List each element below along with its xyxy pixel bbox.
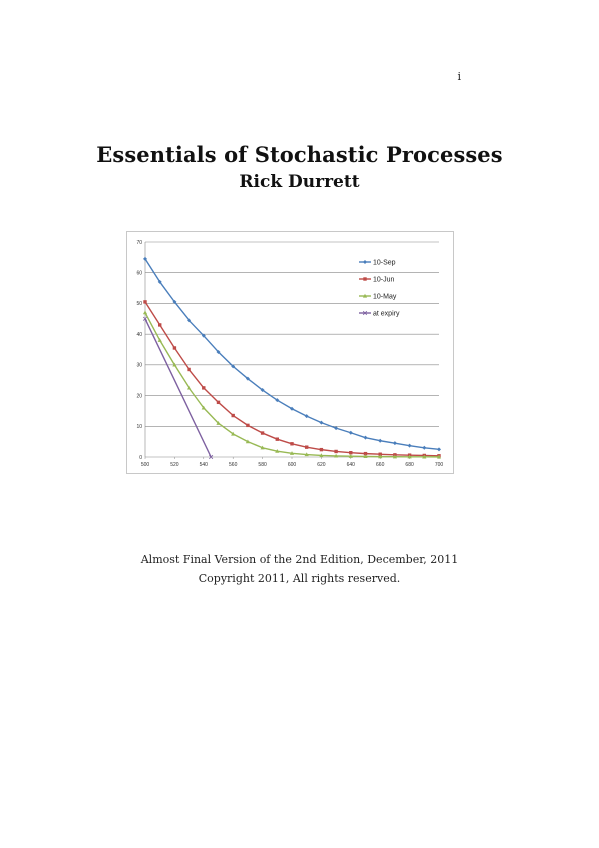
data-point <box>363 454 368 459</box>
data-point <box>304 452 309 457</box>
data-point <box>407 454 412 459</box>
data-point <box>142 316 148 321</box>
data-point <box>304 414 309 419</box>
data-point <box>157 279 162 284</box>
data-point <box>319 420 324 425</box>
legend-label: at expiry <box>373 310 400 317</box>
data-point <box>437 447 441 452</box>
data-point <box>290 442 294 446</box>
y-tick-label: 10 <box>136 424 142 430</box>
data-point <box>362 293 368 298</box>
data-point <box>378 452 382 456</box>
data-point <box>201 405 206 410</box>
data-point <box>290 406 294 411</box>
data-point <box>245 439 250 444</box>
data-point <box>275 437 279 441</box>
data-point <box>142 310 148 315</box>
data-point <box>260 431 265 435</box>
book-author: Rick Durrett <box>239 172 360 192</box>
data-point <box>245 376 250 381</box>
data-point <box>362 310 368 316</box>
edition-note: Almost Final Version of the 2nd Edition,… <box>140 553 459 566</box>
data-point <box>157 338 162 342</box>
data-point <box>363 451 368 456</box>
x-tick-label: 500 <box>141 462 150 468</box>
data-point <box>231 413 235 418</box>
data-point <box>349 451 353 455</box>
data-point <box>172 362 177 367</box>
x-tick-label: 620 <box>317 462 326 468</box>
data-point <box>334 453 339 458</box>
y-tick-label: 40 <box>136 332 142 338</box>
x-tick-label: 540 <box>200 462 209 468</box>
data-point <box>275 398 280 403</box>
data-point <box>334 449 338 454</box>
legend-label: 10-Sep <box>373 259 396 266</box>
data-point <box>246 423 250 428</box>
data-point <box>158 323 162 327</box>
data-point <box>334 426 339 431</box>
legend-label: 10-Jun <box>373 276 395 283</box>
series-line <box>144 318 212 458</box>
data-point <box>260 445 265 450</box>
data-point <box>216 400 221 405</box>
data-point <box>172 299 177 304</box>
data-point <box>363 260 367 264</box>
book-title: Essentials of Stochastic Processes <box>96 142 503 167</box>
data-point <box>260 388 265 393</box>
data-point <box>363 277 367 281</box>
data-point <box>202 386 206 390</box>
x-tick-label: 600 <box>288 462 297 468</box>
cover-chart: 0 10 20 30 40 50 60 70 500 520 540 560 580 600 620 640 6… <box>126 231 454 474</box>
data-point <box>231 364 236 369</box>
y-tick-label: 70 <box>136 240 142 246</box>
y-tick-label: 0 <box>139 455 142 461</box>
x-tick-label: 580 <box>258 462 267 468</box>
x-tick-label: 560 <box>229 462 238 468</box>
data-point <box>172 346 177 350</box>
y-tick-label: 20 <box>136 393 142 399</box>
data-point <box>348 454 353 458</box>
series-line <box>144 301 440 457</box>
data-point <box>378 438 383 443</box>
data-point <box>187 367 191 372</box>
x-tick-label: 680 <box>405 462 414 468</box>
x-tick-label: 640 <box>347 462 356 468</box>
data-point <box>201 333 206 338</box>
data-point <box>305 445 309 449</box>
data-point <box>319 453 324 458</box>
data-point <box>436 454 442 459</box>
data-point <box>275 448 280 453</box>
legend-label: 10-May <box>373 293 397 300</box>
data-point <box>187 318 192 323</box>
data-point <box>392 454 397 459</box>
y-tick-label: 50 <box>136 301 142 307</box>
data-point <box>143 300 147 304</box>
x-tick-label: 520 <box>170 462 179 468</box>
data-point <box>187 385 192 390</box>
data-point <box>143 256 147 261</box>
data-point <box>407 443 412 448</box>
y-tick-label: 60 <box>136 271 142 277</box>
data-point <box>209 454 214 460</box>
data-point <box>216 349 221 354</box>
x-tick-label: 660 <box>376 462 385 468</box>
page-number: i <box>457 70 461 83</box>
data-point <box>363 435 368 440</box>
data-point <box>289 451 295 455</box>
chart-svg: 0 10 20 30 40 50 60 70 500 520 540 560 580 600 620 640 6… <box>136 240 444 468</box>
data-point <box>348 430 353 435</box>
y-tick-label: 30 <box>136 363 142 369</box>
copyright-note: Copyright 2011, All rights reserved. <box>198 572 401 585</box>
data-point <box>422 454 427 459</box>
series-line <box>144 258 440 451</box>
data-point <box>392 441 397 446</box>
data-point <box>319 447 324 452</box>
data-point <box>216 421 221 425</box>
data-point <box>231 431 236 436</box>
x-tick-label: 700 <box>435 462 444 468</box>
data-point <box>422 445 427 450</box>
data-point <box>378 454 383 459</box>
